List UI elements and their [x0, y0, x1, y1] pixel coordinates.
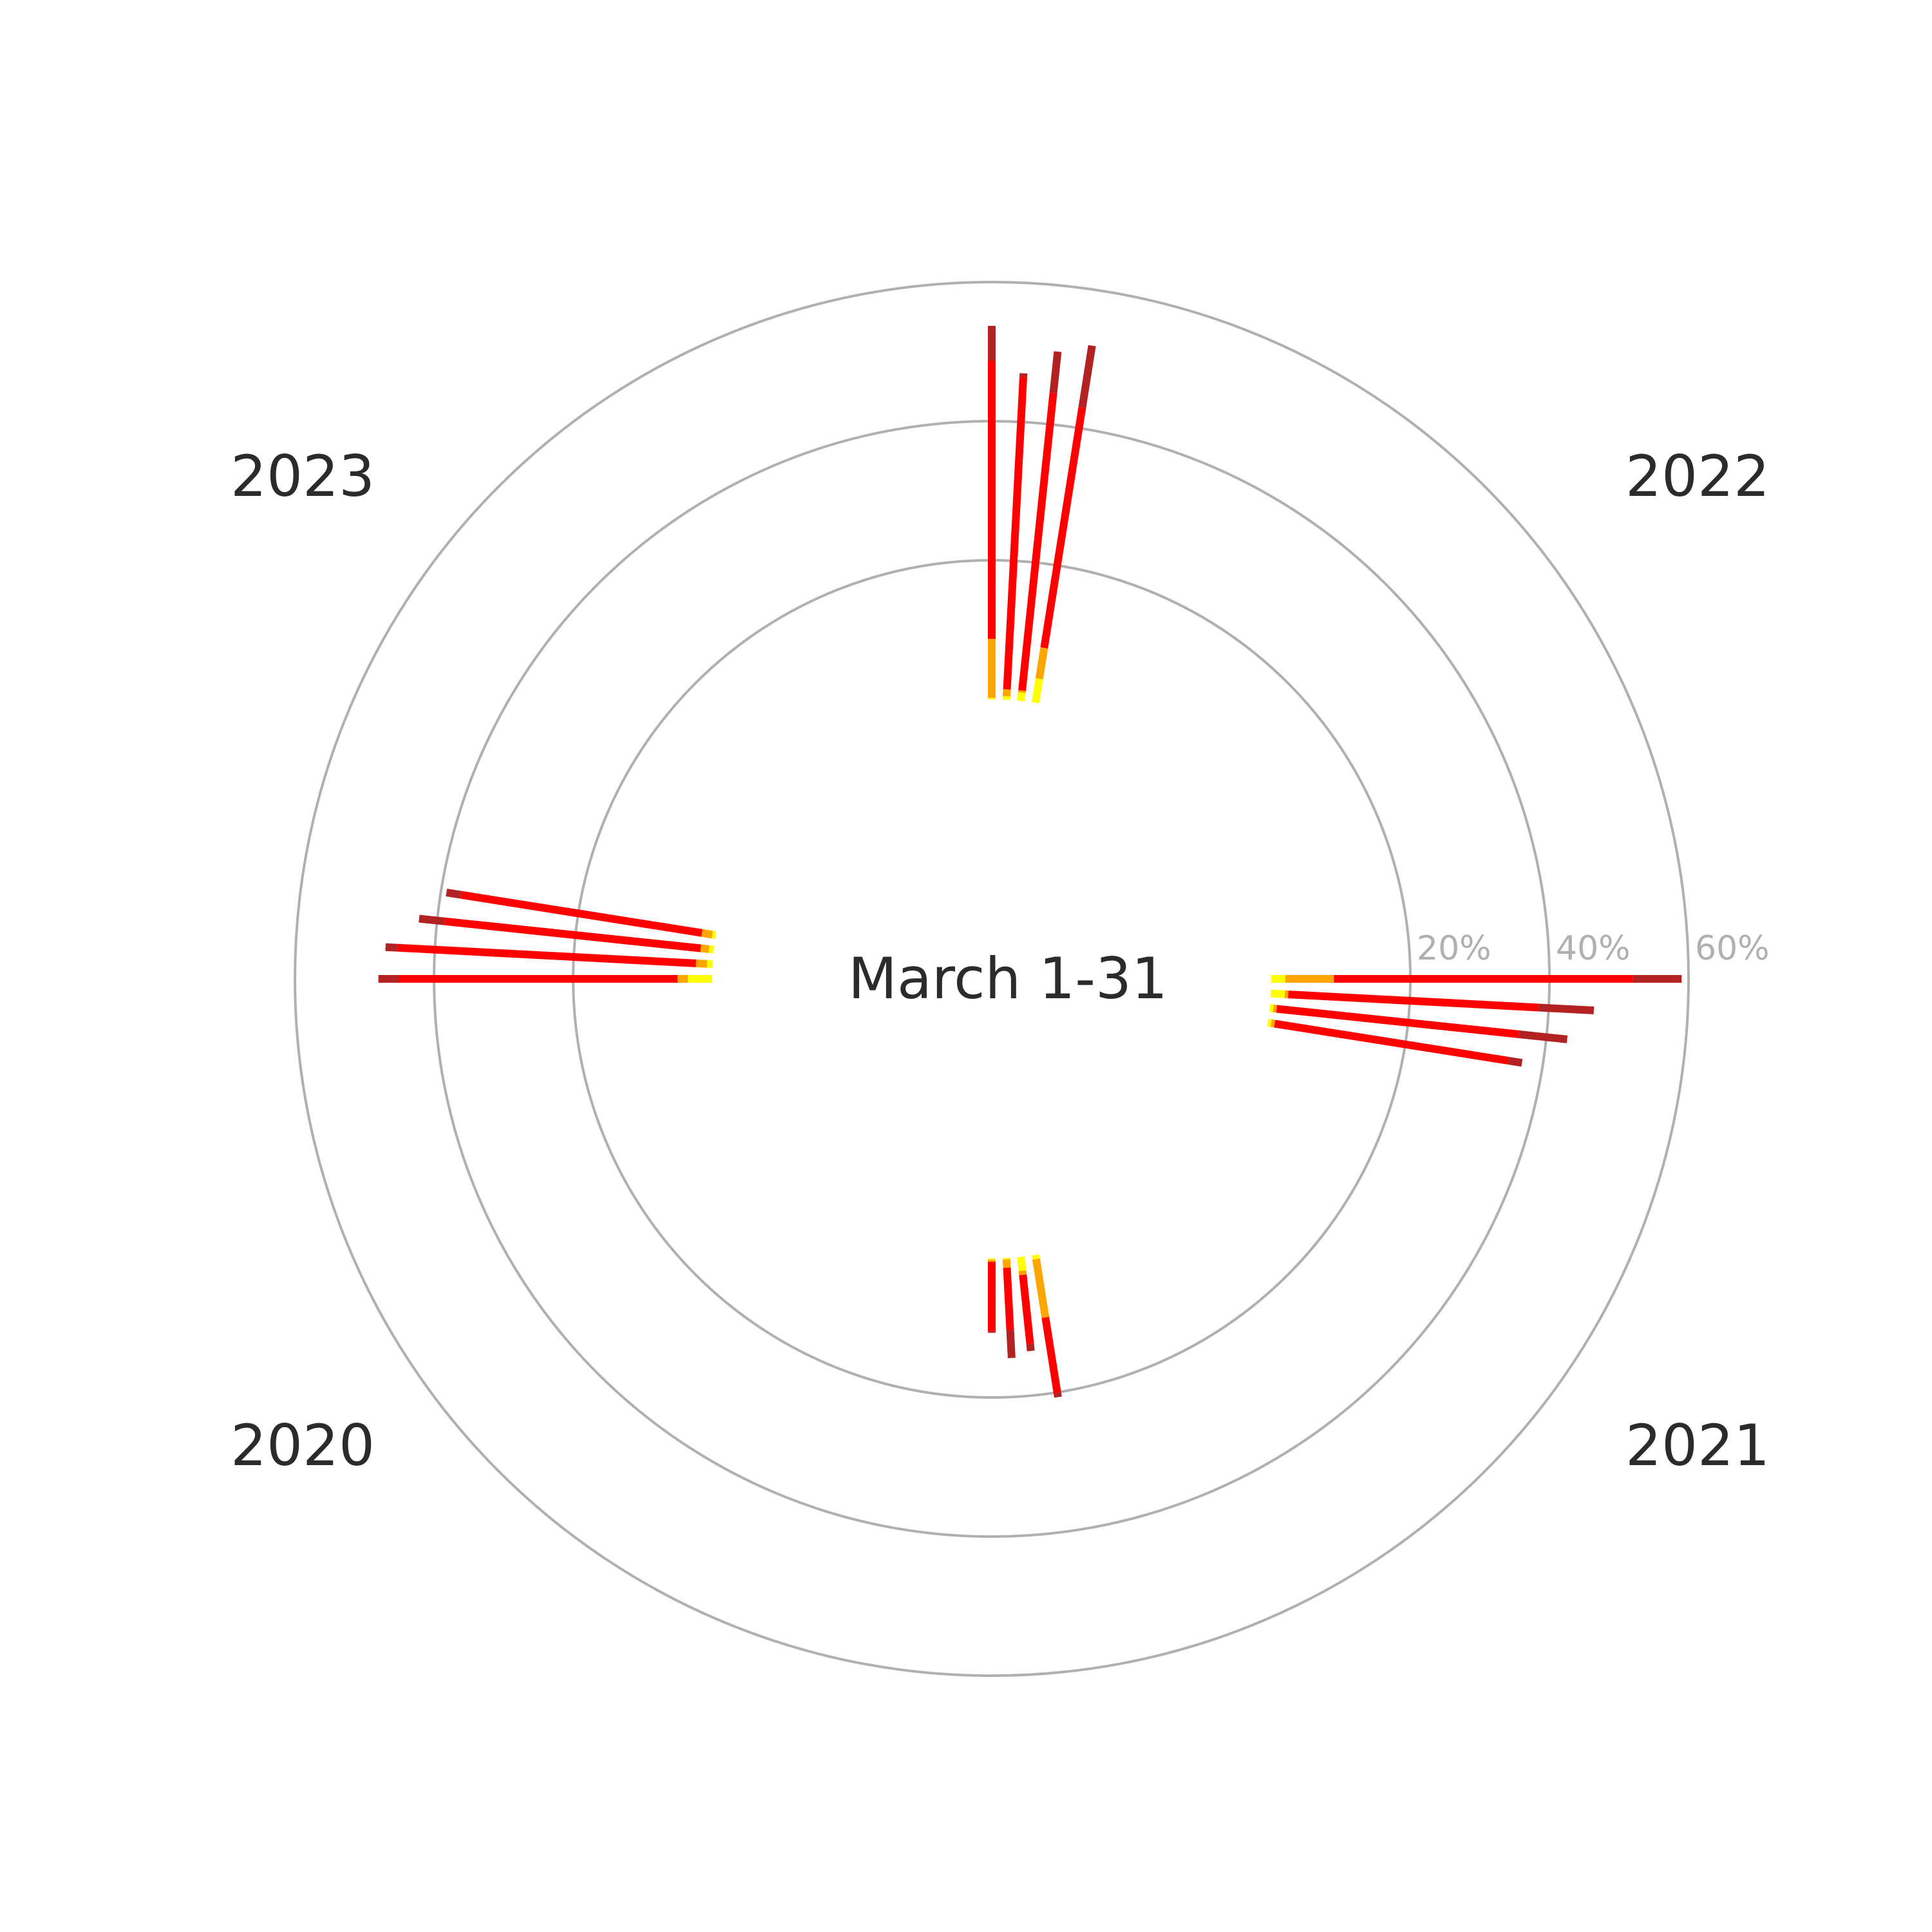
bar-2023-3-segment-1	[701, 929, 713, 939]
bar-2021-3-segment-1	[1270, 1019, 1276, 1028]
bar-group-2020	[988, 1254, 1062, 1398]
bar-2020-3-segment-3	[1053, 1392, 1062, 1398]
group-label-2020: 2020	[231, 1412, 375, 1479]
bar-2023-3-segment-3	[446, 888, 462, 899]
bar-2023-1-segment-1	[696, 959, 708, 968]
bar-2020-2-segment-3	[1026, 1343, 1035, 1352]
bar-2020-2-segment-0	[1017, 1256, 1027, 1271]
bar-2023-2-segment-0	[708, 945, 715, 954]
bar-2020-2-segment-2	[1019, 1274, 1034, 1345]
bar-2021-1-segment-3	[1538, 1003, 1595, 1014]
bar-2020-1-segment-3	[1006, 1330, 1016, 1359]
group-label-2023: 2023	[231, 443, 375, 509]
bar-2023-3-segment-2	[460, 891, 703, 937]
bar-2020-1-segment-2	[1003, 1267, 1014, 1331]
bar-2022-1-segment-2	[1003, 376, 1027, 690]
bar-2021-2-segment-0	[1269, 1004, 1274, 1012]
bar-2023-1-segment-3	[385, 943, 398, 952]
group-labels: 2021 2020 2023 2022	[231, 443, 1770, 1479]
bar-2021-2-segment-3	[1518, 1030, 1568, 1043]
bar-2021-2-segment-2	[1276, 1005, 1519, 1038]
bar-2023-1-segment-0	[706, 960, 713, 969]
tick-label-60: 60%	[1695, 929, 1770, 968]
bar-2021-1-segment-2	[1288, 990, 1539, 1012]
bar-2020-3-segment-2	[1041, 1316, 1061, 1394]
bar-groups	[378, 326, 1682, 1398]
bar-2023-2-segment-3	[419, 914, 446, 925]
bar-2022-3-segment-2	[1040, 406, 1086, 649]
bar-2023-3-segment-0	[712, 931, 717, 940]
bar-2022-3-segment-1	[1035, 647, 1048, 679]
bar-2023-1-segment-2	[397, 943, 697, 967]
radial-tick-labels: 20% 40% 60%	[1417, 929, 1770, 968]
bar-2021-3-segment-2	[1274, 1019, 1509, 1065]
grid-ring-60	[294, 281, 1690, 1677]
bar-2022-3-segment-0	[1031, 678, 1043, 704]
group-label-2022: 2022	[1625, 443, 1770, 509]
bar-2021-3-segment-3	[1508, 1057, 1523, 1067]
bar-2022-2-segment-2	[1018, 392, 1057, 691]
bar-group-2023	[378, 888, 717, 983]
group-label-2021: 2021	[1625, 1412, 1770, 1479]
bar-2022-3-segment-3	[1078, 345, 1096, 408]
center-label: March 1-31	[848, 945, 1168, 1012]
bar-group-2022	[988, 326, 1096, 704]
tick-label-20: 20%	[1417, 929, 1492, 968]
bar-2023-2-segment-2	[444, 917, 701, 952]
bar-2020-3-segment-1	[1032, 1258, 1050, 1318]
bar-group-2021	[1267, 975, 1682, 1067]
tick-label-40: 40%	[1556, 929, 1631, 968]
bar-2022-2-segment-3	[1049, 351, 1062, 394]
